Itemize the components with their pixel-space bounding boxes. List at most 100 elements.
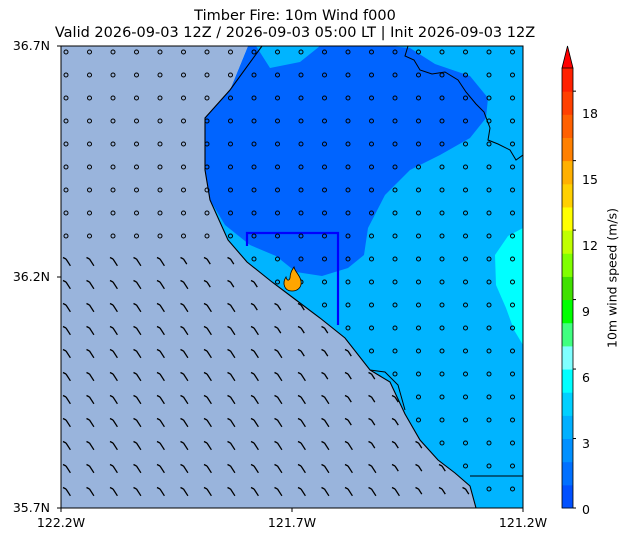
wind-barb [86,279,95,290]
calm-wind-marker [298,187,304,193]
wind-barb [133,394,142,405]
wind-barb [180,463,189,474]
calm-wind-marker [486,72,492,78]
wind-barb [109,463,118,474]
wind-barb [133,256,142,267]
axis-ticks [57,45,524,512]
calm-wind-marker [298,118,304,124]
calm-wind-marker [251,256,257,262]
wind-barb [297,417,306,428]
wind-barb [227,440,236,451]
calm-wind-marker [87,164,92,170]
wind-barb [368,440,376,449]
calm-wind-marker [181,118,186,124]
calm-wind-marker [275,233,280,239]
wind-barb [133,486,142,497]
calm-wind-marker [251,187,257,193]
wind-barb [86,486,95,497]
calm-wind-marker [510,95,515,101]
wind-barb [109,417,118,428]
colorbar-segment [562,438,573,463]
wind-barb [156,394,165,405]
calm-wind-marker [181,49,186,55]
calm-wind-marker [392,49,398,55]
calm-wind-marker [463,371,468,377]
calm-wind-marker [345,210,351,216]
wind-barb [86,371,95,382]
wind-barb [321,440,330,451]
wind-barb [86,348,95,359]
calm-wind-marker [369,325,374,331]
wind-barb [156,279,165,290]
lat-label-mid: 36.2N [12,269,50,284]
colorbar-segment [562,206,573,231]
wind-barb [250,348,259,359]
wind-barb [368,394,376,403]
calm-wind-marker [298,72,304,78]
calm-wind-marker [510,486,515,492]
calm-wind-marker [181,187,186,193]
calm-wind-marker [298,49,304,55]
calm-wind-marker [181,95,186,101]
calm-wind-marker [87,118,92,124]
calm-wind-marker [87,187,92,193]
colorbar-segment [562,114,573,138]
calm-wind-marker [392,371,398,377]
wind-barb [180,302,189,313]
wind-barb [180,486,189,497]
calm-wind-marker [416,187,421,193]
wind-barb [297,325,305,334]
wind-barb [109,256,118,267]
lat-label-top: 36.7N [12,38,50,53]
calm-wind-marker [416,325,421,331]
calm-wind-marker [181,164,186,170]
calm-wind-marker [345,256,351,262]
wind-barb [156,325,165,336]
wind-barb [62,348,71,359]
wind-barb [344,371,352,380]
calm-wind-marker [486,164,492,170]
calm-wind-marker [369,187,374,193]
wind-barb [274,302,282,311]
calm-wind-marker [369,141,374,147]
calm-wind-marker [157,187,163,193]
wind-barb [344,417,352,426]
calm-wind-marker [322,141,327,147]
wind-barb [344,394,352,403]
colorbar-segment [562,230,573,254]
wind-barb [391,463,399,472]
calm-wind-marker [251,210,257,216]
calm-wind-marker [510,371,515,377]
calm-wind-marker [63,164,69,170]
colorbar-segment [562,68,573,92]
calm-wind-marker [486,95,492,101]
wind-barb [227,371,236,382]
calm-wind-marker [157,118,163,124]
calm-wind-marker [416,302,421,308]
wind-barb [180,256,188,265]
wind-barb [62,394,71,405]
calm-wind-marker [251,95,257,101]
calm-wind-marker [392,279,398,285]
calm-wind-marker [439,141,445,147]
colorbar-segment [562,299,573,324]
calm-wind-marker [110,187,116,193]
colorbar-tick-3: 3 [582,436,590,451]
calm-wind-marker [392,72,398,78]
calm-wind-marker [486,486,492,492]
calm-wind-marker [439,279,445,285]
wind-barb [203,486,212,497]
colorbar-tick-6: 6 [582,370,590,385]
wind-barb [415,486,423,495]
calm-wind-marker [228,72,233,78]
calm-wind-marker [204,49,210,55]
wind-barb [133,325,142,336]
calm-wind-marker [204,187,210,193]
calm-wind-marker [486,233,492,239]
wind-barb [180,325,189,336]
calm-wind-marker [322,302,327,308]
calm-wind-marker [392,95,398,101]
calm-wind-marker [87,72,92,78]
wind-barb [227,256,235,265]
